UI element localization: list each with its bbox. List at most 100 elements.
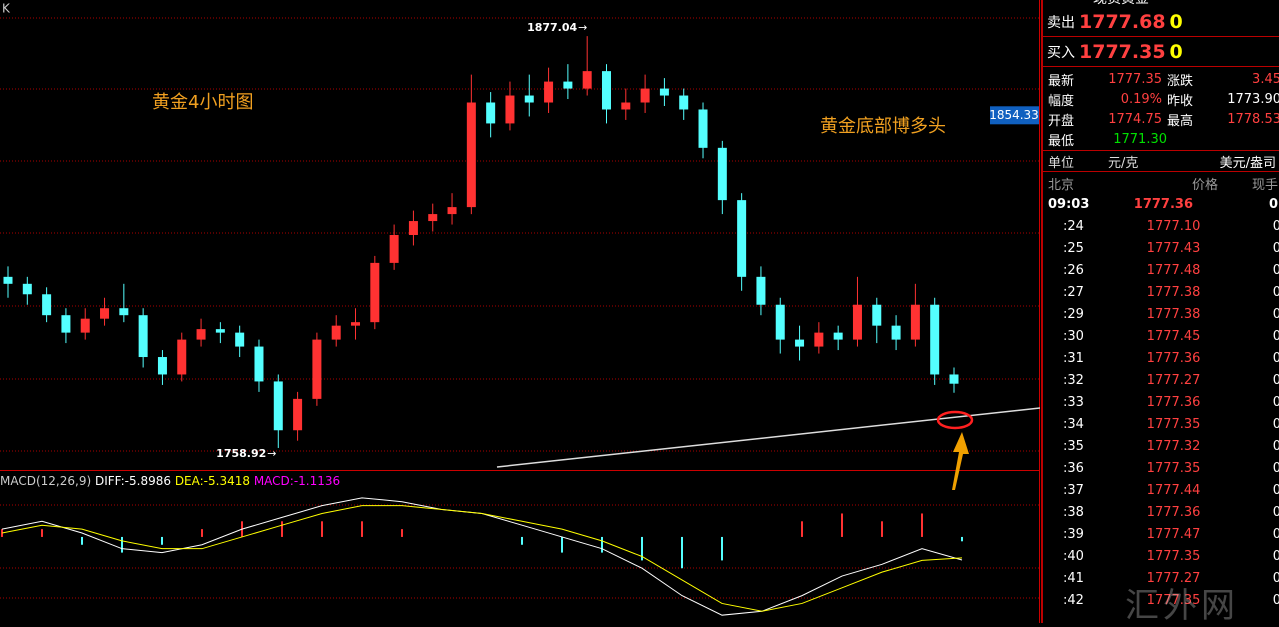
tick-cell: 0 [1272,218,1279,234]
stat: 3.45 [1252,71,1279,87]
tick-cell: 0 [1272,438,1279,454]
grid [0,17,1040,599]
candle-body [235,332,245,347]
panel-row: :34 1777.35 0 [1043,413,1279,435]
candle-body [196,329,206,340]
candle-body [679,95,689,110]
candle-body [177,339,187,375]
tick-cell: 1777.47 [1146,526,1201,542]
tick-cell: 0 [1272,240,1279,256]
tick-cell: 1777.45 [1146,328,1201,344]
tick-cell: 1777.44 [1146,482,1201,498]
unit-alt: 美元/盎司 [1219,155,1276,171]
tick-cell: 1777.36 [1146,394,1201,410]
tick-cell: 0 [1272,394,1279,410]
candle-body [312,339,322,399]
panel-row: 单位 元/克 美元/盎司 [1043,150,1279,172]
candle-body [215,329,225,333]
quote-panel: 现货黄金卖出1777.680买入1777.350最新1777.35涨跌3.45幅… [1041,0,1279,623]
tick-cell: 0 [1268,196,1278,212]
candle-body [640,88,650,103]
panel-row: 最低 1771.30 [1043,129,1279,149]
tick-cell: 09:03 [1048,196,1090,212]
tick-cell: 0 [1272,592,1279,608]
stat: 1778.53 [1227,111,1279,127]
candle-body [254,346,264,382]
panel-row: :24 1777.10 0 [1043,215,1279,237]
panel-row: :38 1777.36 0 [1043,501,1279,523]
tick-cell: 1777.36 [1146,504,1201,520]
panel-row: :33 1777.36 0 [1043,391,1279,413]
panel-row: :41 1777.27 0 [1043,567,1279,589]
candle-body [486,102,496,124]
macd-label: MACD:-1.1136 [254,474,340,488]
sell-volume: 0 [1169,11,1183,33]
tick-cell: 1777.48 [1146,262,1201,278]
panel-row: :35 1777.32 0 [1043,435,1279,457]
tick-cell: :42 [1063,592,1084,608]
high-arrow: → [578,21,587,34]
panel-row: 最新 1777.35 涨跌 3.45 [1043,69,1279,89]
candle-body [949,374,959,384]
panel-row: :29 1777.38 0 [1043,303,1279,325]
tick-cell: :26 [1063,262,1084,278]
candle-body [621,102,631,110]
candle-body [717,147,727,201]
tick-cell: :37 [1063,482,1084,498]
tick-cell: 0 [1272,460,1279,476]
tick-cell: 1777.35 [1146,548,1201,564]
panel-row: :36 1777.35 0 [1043,457,1279,479]
candle-body [119,308,129,316]
candle-body [775,304,785,340]
tick-cell: 0 [1272,482,1279,498]
panel-row: 卖出 1777.68 0 [1043,8,1279,37]
candle-body [795,339,805,347]
candle-body [659,88,669,96]
candle-body [891,325,901,340]
unit-label: 单位 [1048,155,1075,171]
tick-cell: 0 [1272,504,1279,520]
panel-row: :42 1777.35 0 [1043,589,1279,611]
annotation: 黄金4小时图 [152,92,253,113]
tick-cell: :34 [1063,416,1084,432]
candle-body [563,81,573,89]
tick-cell: 0 [1272,262,1279,278]
candle-body [852,304,862,340]
candle-body [80,318,90,333]
candle-body [447,207,457,215]
unit: 元/克 [1108,155,1139,171]
panel-row: :26 1777.48 0 [1043,259,1279,281]
price-box [990,106,1039,125]
panel-row: 09:03 1777.36 0 [1043,193,1279,215]
panel-title: 现货黄金 [1043,0,1279,7]
chart: K 黄金4小时图 黄金底部博多头 MACD(12,26,9) DIFF:-5.8… [0,0,1040,623]
candle-body [910,304,920,340]
stat: 涨跌 [1167,73,1194,89]
tick-cell: 1777.43 [1146,240,1201,256]
tick-cell: :41 [1063,570,1084,586]
tick-cell: 1777.35 [1146,460,1201,476]
stat: 0.19% [1120,91,1162,107]
candle-body [100,308,110,319]
ticks-header: 现手 [1251,177,1278,193]
tick-cell: :36 [1063,460,1084,476]
tick-cell: 0 [1272,350,1279,366]
candle-body [22,283,32,295]
high-label: 1877.04 [527,21,577,34]
candle-body [273,381,283,431]
tick-cell: 0 [1272,570,1279,586]
tick-cell: :39 [1063,526,1084,542]
watermark: 汇外网 [1125,586,1239,626]
panel-row: 幅度 0.19% 昨收 1773.90 [1043,89,1279,109]
sell-price: 1777.68 [1079,11,1166,33]
candle-body [930,304,940,375]
candle-body [157,357,167,375]
stat: 幅度 [1048,93,1075,109]
tick-cell: 1777.38 [1146,306,1201,322]
candle-body [872,304,882,326]
tick-cell: :30 [1063,328,1084,344]
low-arrow: → [267,447,276,460]
panel-row: 北京 价格 现手 [1043,172,1279,194]
panel-row: :27 1777.38 0 [1043,281,1279,303]
